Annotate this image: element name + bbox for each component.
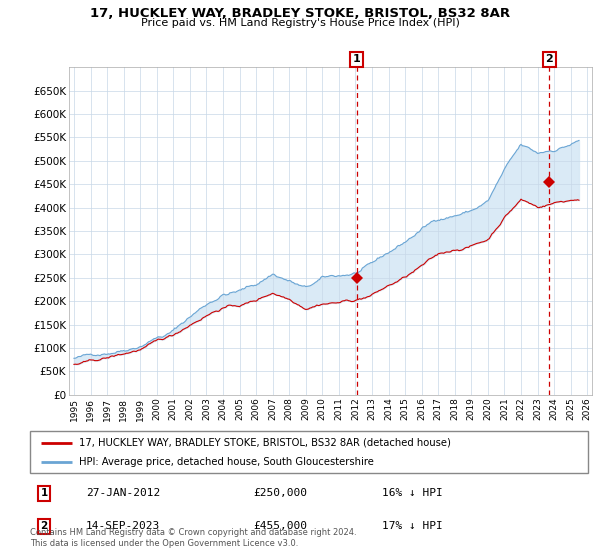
Text: £455,000: £455,000 — [253, 521, 307, 531]
Text: 17, HUCKLEY WAY, BRADLEY STOKE, BRISTOL, BS32 8AR: 17, HUCKLEY WAY, BRADLEY STOKE, BRISTOL,… — [90, 7, 510, 20]
Text: Contains HM Land Registry data © Crown copyright and database right 2024.
This d: Contains HM Land Registry data © Crown c… — [30, 528, 356, 548]
Text: 2: 2 — [40, 521, 47, 531]
Text: 17, HUCKLEY WAY, BRADLEY STOKE, BRISTOL, BS32 8AR (detached house): 17, HUCKLEY WAY, BRADLEY STOKE, BRISTOL,… — [79, 437, 451, 447]
Text: 17% ↓ HPI: 17% ↓ HPI — [382, 521, 442, 531]
FancyBboxPatch shape — [30, 431, 588, 473]
Text: Price paid vs. HM Land Registry's House Price Index (HPI): Price paid vs. HM Land Registry's House … — [140, 18, 460, 28]
Text: 2: 2 — [545, 54, 553, 64]
Text: £250,000: £250,000 — [253, 488, 307, 498]
Text: 1: 1 — [353, 54, 361, 64]
Text: HPI: Average price, detached house, South Gloucestershire: HPI: Average price, detached house, Sout… — [79, 457, 374, 467]
Text: 1: 1 — [40, 488, 47, 498]
Text: 16% ↓ HPI: 16% ↓ HPI — [382, 488, 442, 498]
Text: 14-SEP-2023: 14-SEP-2023 — [86, 521, 160, 531]
Text: 27-JAN-2012: 27-JAN-2012 — [86, 488, 160, 498]
